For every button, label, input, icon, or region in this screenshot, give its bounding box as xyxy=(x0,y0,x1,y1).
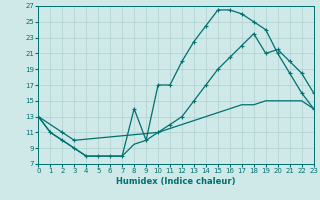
X-axis label: Humidex (Indice chaleur): Humidex (Indice chaleur) xyxy=(116,177,236,186)
